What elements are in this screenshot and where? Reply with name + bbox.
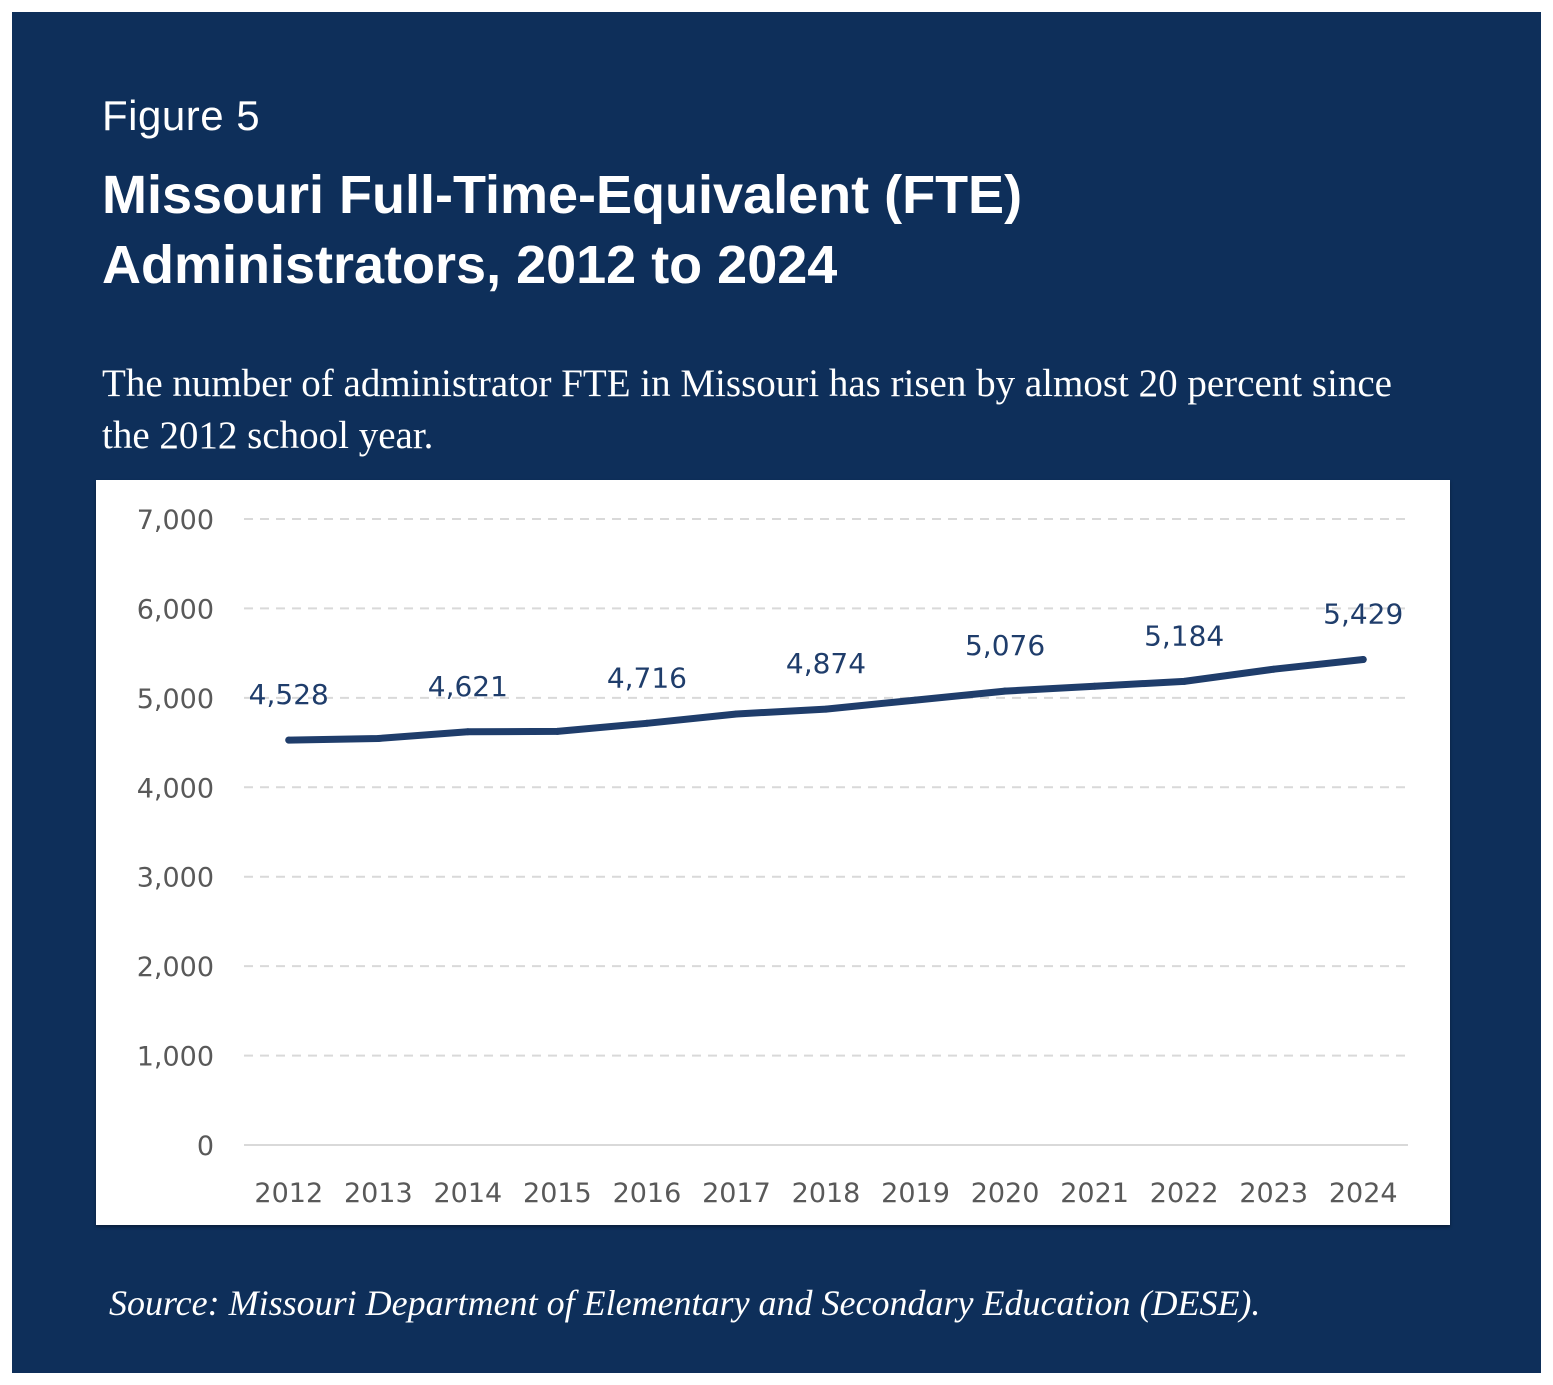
data-label: 4,621 [428,670,508,703]
data-label: 5,429 [1323,597,1403,630]
x-tick-label: 2022 [1150,1178,1219,1209]
data-label: 4,874 [786,647,866,680]
data-point [285,736,293,744]
data-point [1180,677,1188,685]
source-note: Source: Missouri Department of Elementar… [109,1283,1261,1323]
y-tick-label: 0 [197,1131,214,1162]
data-point [553,727,561,735]
y-tick-label: 1,000 [137,1042,214,1073]
figure-label: Figure 5 [102,92,261,139]
x-tick-label: 2017 [702,1178,771,1209]
y-tick-label: 2,000 [137,952,214,983]
gridlines [244,518,1408,1057]
data-point [732,710,740,718]
y-axis-tick-labels: 0 1,000 2,000 3,000 4,000 5,000 6,000 7,000 [137,505,214,1162]
x-tick-label: 2016 [613,1178,682,1209]
data-point [643,719,651,727]
x-axis-tick-labels: 2012 2013 2014 2015 2016 2017 2018 2019 2020 2021… [254,1178,1397,1209]
data-label: 5,076 [965,629,1045,662]
x-tick-label: 2018 [792,1178,861,1209]
data-point [822,705,830,713]
x-tick-label: 2020 [971,1178,1040,1209]
data-point [1270,665,1278,673]
data-label: 4,528 [249,678,329,711]
data-point [1001,687,1009,695]
y-tick-label: 5,000 [137,684,214,715]
data-label: 5,184 [1144,619,1224,652]
y-tick-label: 7,000 [137,505,214,536]
data-point [374,735,382,743]
data-label: 4,716 [607,661,687,694]
x-tick-label: 2023 [1239,1178,1308,1209]
x-tick-label: 2024 [1329,1178,1398,1209]
y-tick-label: 4,000 [137,773,214,804]
x-tick-label: 2015 [523,1178,592,1209]
x-tick-label: 2021 [1060,1178,1129,1209]
chart-panel: 0 1,000 2,000 3,000 4,000 5,000 6,000 7,000 201… [96,480,1450,1225]
series-line-group [285,655,1367,744]
data-point [1091,682,1099,690]
line-chart: 0 1,000 2,000 3,000 4,000 5,000 6,000 7,000 201… [137,505,1408,1209]
data-labels: 4,528 4,621 4,716 4,874 5,076 5,184 5,429 [249,597,1404,711]
data-point [912,696,920,704]
y-tick-label: 6,000 [137,594,214,625]
data-point [464,728,472,736]
y-tick-label: 3,000 [137,863,214,894]
x-tick-label: 2013 [344,1178,413,1209]
chart-title: Missouri Full-Time-Equivalent (FTE) Admi… [102,165,1023,295]
data-point [1359,655,1367,663]
x-tick-label: 2014 [433,1178,502,1209]
chart-subtitle: The number of administrator FTE in Misso… [102,362,1392,457]
x-tick-label: 2019 [881,1178,950,1209]
x-tick-label: 2012 [254,1178,323,1209]
